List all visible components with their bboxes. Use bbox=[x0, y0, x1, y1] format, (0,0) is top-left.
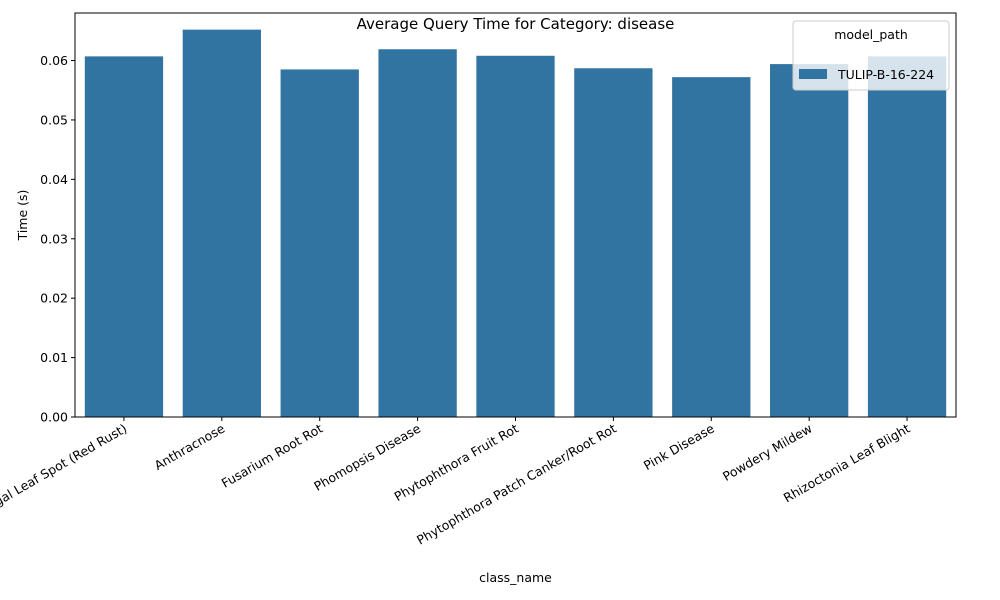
legend-title: model_path bbox=[834, 27, 908, 42]
legend-frame bbox=[792, 20, 950, 91]
y-tick-label: 0.01 bbox=[40, 350, 68, 365]
y-axis-label: Time (s) bbox=[15, 190, 30, 242]
x-tick-label: Pink Disease bbox=[641, 420, 717, 473]
plot-frame bbox=[74, 12, 957, 418]
legend: model_path TULIP-B-16-224 bbox=[792, 20, 950, 91]
legend-label: TULIP-B-16-224 bbox=[837, 67, 934, 82]
y-tick-label: 0.02 bbox=[40, 291, 68, 306]
x-tick-label: Powdery Mildew bbox=[720, 421, 815, 484]
y-tick-label: 0.06 bbox=[40, 53, 68, 68]
x-axis-ticks: Algal Leaf Spot (Red Rust) AnthracnoseFus… bbox=[0, 417, 913, 548]
bar bbox=[378, 49, 457, 418]
y-tick-label: 0.00 bbox=[40, 410, 68, 425]
x-tick-label: Algal Leaf Spot (Red Rust) bbox=[0, 421, 129, 515]
bars-group bbox=[84, 29, 947, 418]
x-tick-label: Fusarium Root Rot bbox=[219, 421, 326, 491]
bar bbox=[280, 69, 359, 417]
y-axis-ticks: 0.00 0.01 0.02 0.03 0.04 0.05 0.06 bbox=[40, 53, 75, 425]
x-tick-label: Phytophthora Patch Canker/Root Rot bbox=[414, 421, 619, 548]
bar bbox=[672, 77, 751, 417]
bar bbox=[476, 55, 555, 417]
bar bbox=[84, 56, 164, 418]
legend-swatch bbox=[799, 69, 827, 79]
bar bbox=[574, 68, 653, 417]
chart-title: Average Query Time for Category: disease bbox=[357, 15, 675, 33]
x-tick-label: Anthracnose bbox=[152, 420, 228, 473]
bar bbox=[867, 56, 947, 418]
y-tick-label: 0.05 bbox=[40, 112, 68, 127]
y-tick-label: 0.03 bbox=[40, 231, 68, 246]
bar bbox=[182, 29, 261, 417]
bar bbox=[770, 64, 849, 417]
x-axis-label: class_name bbox=[479, 570, 552, 585]
y-tick-label: 0.04 bbox=[40, 172, 68, 187]
